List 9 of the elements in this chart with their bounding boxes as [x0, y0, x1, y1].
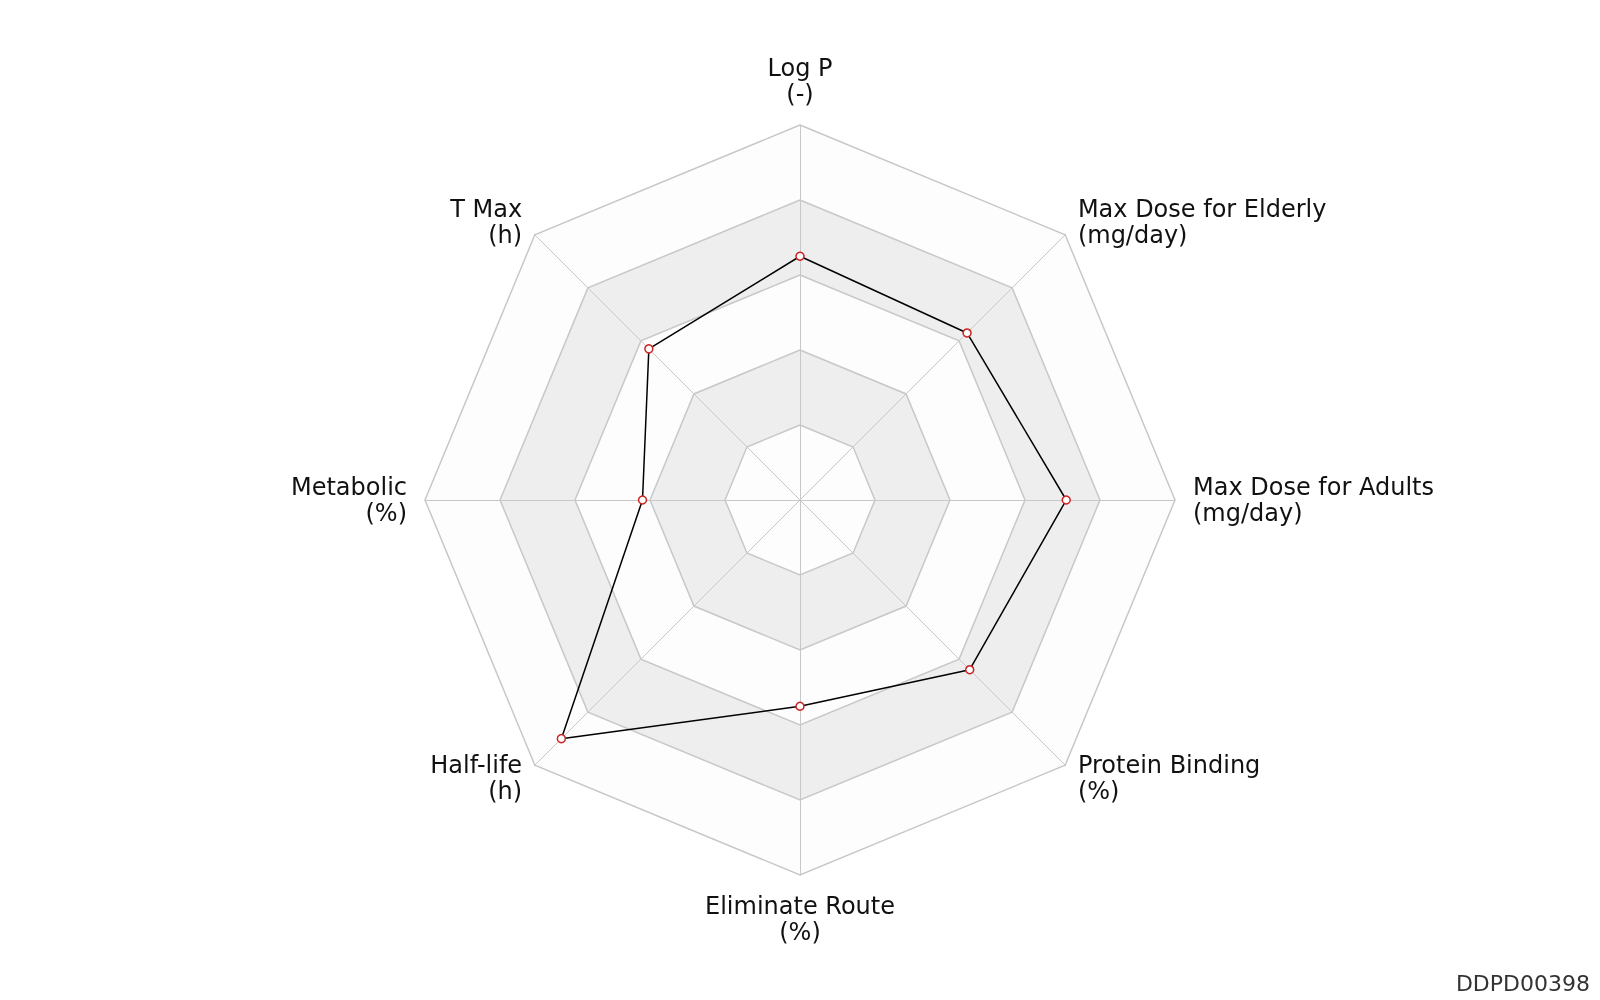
spoke-label: Metabolic (%)	[290, 473, 407, 527]
spoke-label: Half-life (h)	[430, 750, 523, 805]
spoke-label: Max Dose for Elderly (mg/day)	[1077, 195, 1327, 250]
spoke-label: Eliminate Route (%)	[705, 892, 895, 946]
spoke-label: Protein Binding (%)	[1077, 750, 1261, 805]
text: DDPD00398	[1455, 970, 1590, 996]
spoke-label: T Max (h)	[449, 195, 523, 250]
spoke-label: Log P (-)	[767, 54, 833, 108]
spoke-label: Max Dose for Adults (mg/day)	[1193, 473, 1434, 527]
